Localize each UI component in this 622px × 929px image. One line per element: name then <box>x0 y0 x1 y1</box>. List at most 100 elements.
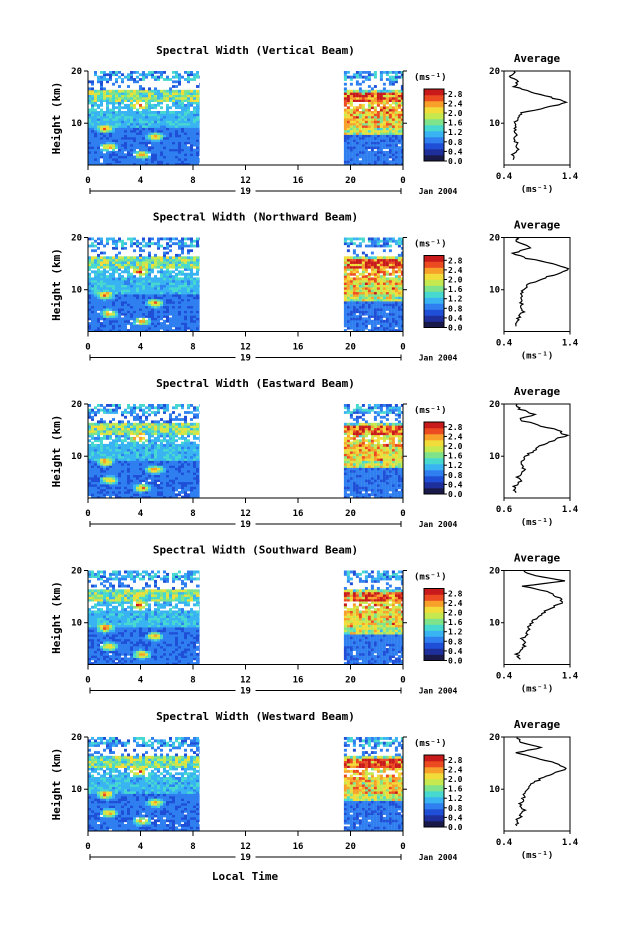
heatmap-cell <box>121 329 124 332</box>
heatmap-cell <box>346 139 350 142</box>
heatmap-cell <box>391 148 395 152</box>
heatmap-cell <box>193 96 196 100</box>
heatmap-cell <box>136 122 139 126</box>
heatmap-cell <box>397 486 401 490</box>
heatmap-cell <box>97 289 100 293</box>
heatmap-cell <box>394 256 398 260</box>
heatmap-cell <box>154 120 157 124</box>
heatmap-cell <box>379 467 383 471</box>
heatmap-cell <box>184 308 187 311</box>
heatmap-cell <box>352 319 356 323</box>
heatmap-cell <box>145 279 148 283</box>
heatmap-cell <box>97 253 100 257</box>
heatmap-cell <box>376 293 380 297</box>
heatmap-cell <box>88 300 91 304</box>
heatmap-cell <box>370 291 374 295</box>
heatmap-cell <box>124 293 127 297</box>
heatmap-cell <box>193 113 196 117</box>
heatmap-cell <box>133 136 136 140</box>
heatmap-cell <box>184 460 187 464</box>
heatmap-cell <box>136 92 139 95</box>
heatmap-cell <box>187 75 190 79</box>
heatmap-cell <box>133 258 136 262</box>
heatmap-cell <box>358 293 362 297</box>
heatmap-cell <box>352 467 356 471</box>
heatmap-cell <box>115 80 118 84</box>
heatmap-cell <box>157 89 160 93</box>
heatmap-cell <box>181 101 184 105</box>
heatmap-cell <box>109 127 112 131</box>
heatmap-cell <box>397 127 401 131</box>
heatmap-cell <box>379 157 383 161</box>
heatmap-cell <box>190 479 193 483</box>
heatmap-cell <box>394 289 398 293</box>
heatmap-cell <box>355 293 359 297</box>
heatmap-cell <box>91 113 94 117</box>
heatmap-cell <box>196 270 199 274</box>
heatmap-cell <box>94 103 97 107</box>
heatmap-cell <box>121 132 124 135</box>
heatmap-cell <box>394 312 398 316</box>
heatmap-cell <box>343 279 347 283</box>
heatmap-cell <box>154 324 157 328</box>
heatmap-cell <box>118 315 121 318</box>
heatmap-cell <box>175 469 178 473</box>
heatmap-cell <box>145 153 148 157</box>
heatmap-cell <box>145 268 148 271</box>
heatmap-cell <box>139 148 142 152</box>
heatmap-cell <box>349 312 353 316</box>
heatmap-cell <box>91 469 94 473</box>
heatmap-cell <box>400 474 403 478</box>
heatmap-cell <box>166 465 169 468</box>
heatmap-cell <box>187 111 190 114</box>
heatmap-cell <box>112 469 115 473</box>
heatmap-cell <box>142 87 145 91</box>
heatmap-cell <box>382 284 386 288</box>
heatmap-cell <box>142 94 145 98</box>
heatmap-cell <box>130 474 133 478</box>
heatmap-cell <box>397 94 401 98</box>
heatmap-cell <box>376 265 380 269</box>
heatmap-cell <box>157 239 160 243</box>
heatmap-cell <box>88 483 91 487</box>
heatmap-cell <box>361 322 365 325</box>
heatmap-cell <box>355 162 359 166</box>
heatmap-cell <box>370 326 374 330</box>
heatmap-cell <box>373 134 377 138</box>
heatmap-cell <box>379 71 383 74</box>
heatmap-cell <box>139 120 142 124</box>
colorbar-swatch <box>424 107 444 114</box>
heatmap-cell <box>400 329 403 332</box>
heatmap-cell <box>115 96 118 100</box>
heatmap-cell <box>172 300 175 304</box>
heatmap-cell <box>145 263 148 267</box>
heatmap-cell <box>391 305 395 309</box>
heatmap-cell <box>160 256 163 260</box>
colorbar-swatch <box>424 297 444 304</box>
heatmap-cell <box>175 94 178 98</box>
heatmap-cell <box>166 469 169 473</box>
heatmap-cell <box>172 122 175 126</box>
heatmap-cell <box>382 495 386 499</box>
heatmap-cell <box>148 326 151 330</box>
heatmap-cell <box>397 284 401 288</box>
heatmap-cell <box>121 479 124 483</box>
heatmap-cell <box>160 73 163 77</box>
heatmap-cell <box>394 460 398 464</box>
heatmap-cell <box>385 481 389 485</box>
heatmap-cell <box>91 120 94 124</box>
heatmap-cell <box>145 286 148 290</box>
beam-panel-2: Spectral Width (Eastward Beam)1020Height… <box>50 377 579 530</box>
colorbar-swatch <box>424 155 444 162</box>
heatmap-cell <box>349 125 353 128</box>
heatmap-cell <box>133 296 136 300</box>
heatmap-cell <box>379 134 383 138</box>
heatmap-cell <box>124 493 127 497</box>
heatmap-cell <box>376 96 380 100</box>
heatmap-cell <box>151 132 154 135</box>
heatmap-cell <box>142 483 145 487</box>
heatmap-cell <box>361 120 365 124</box>
heatmap-cell <box>178 106 181 110</box>
heatmap-cell <box>352 265 356 269</box>
heatmap-cell <box>103 310 106 314</box>
